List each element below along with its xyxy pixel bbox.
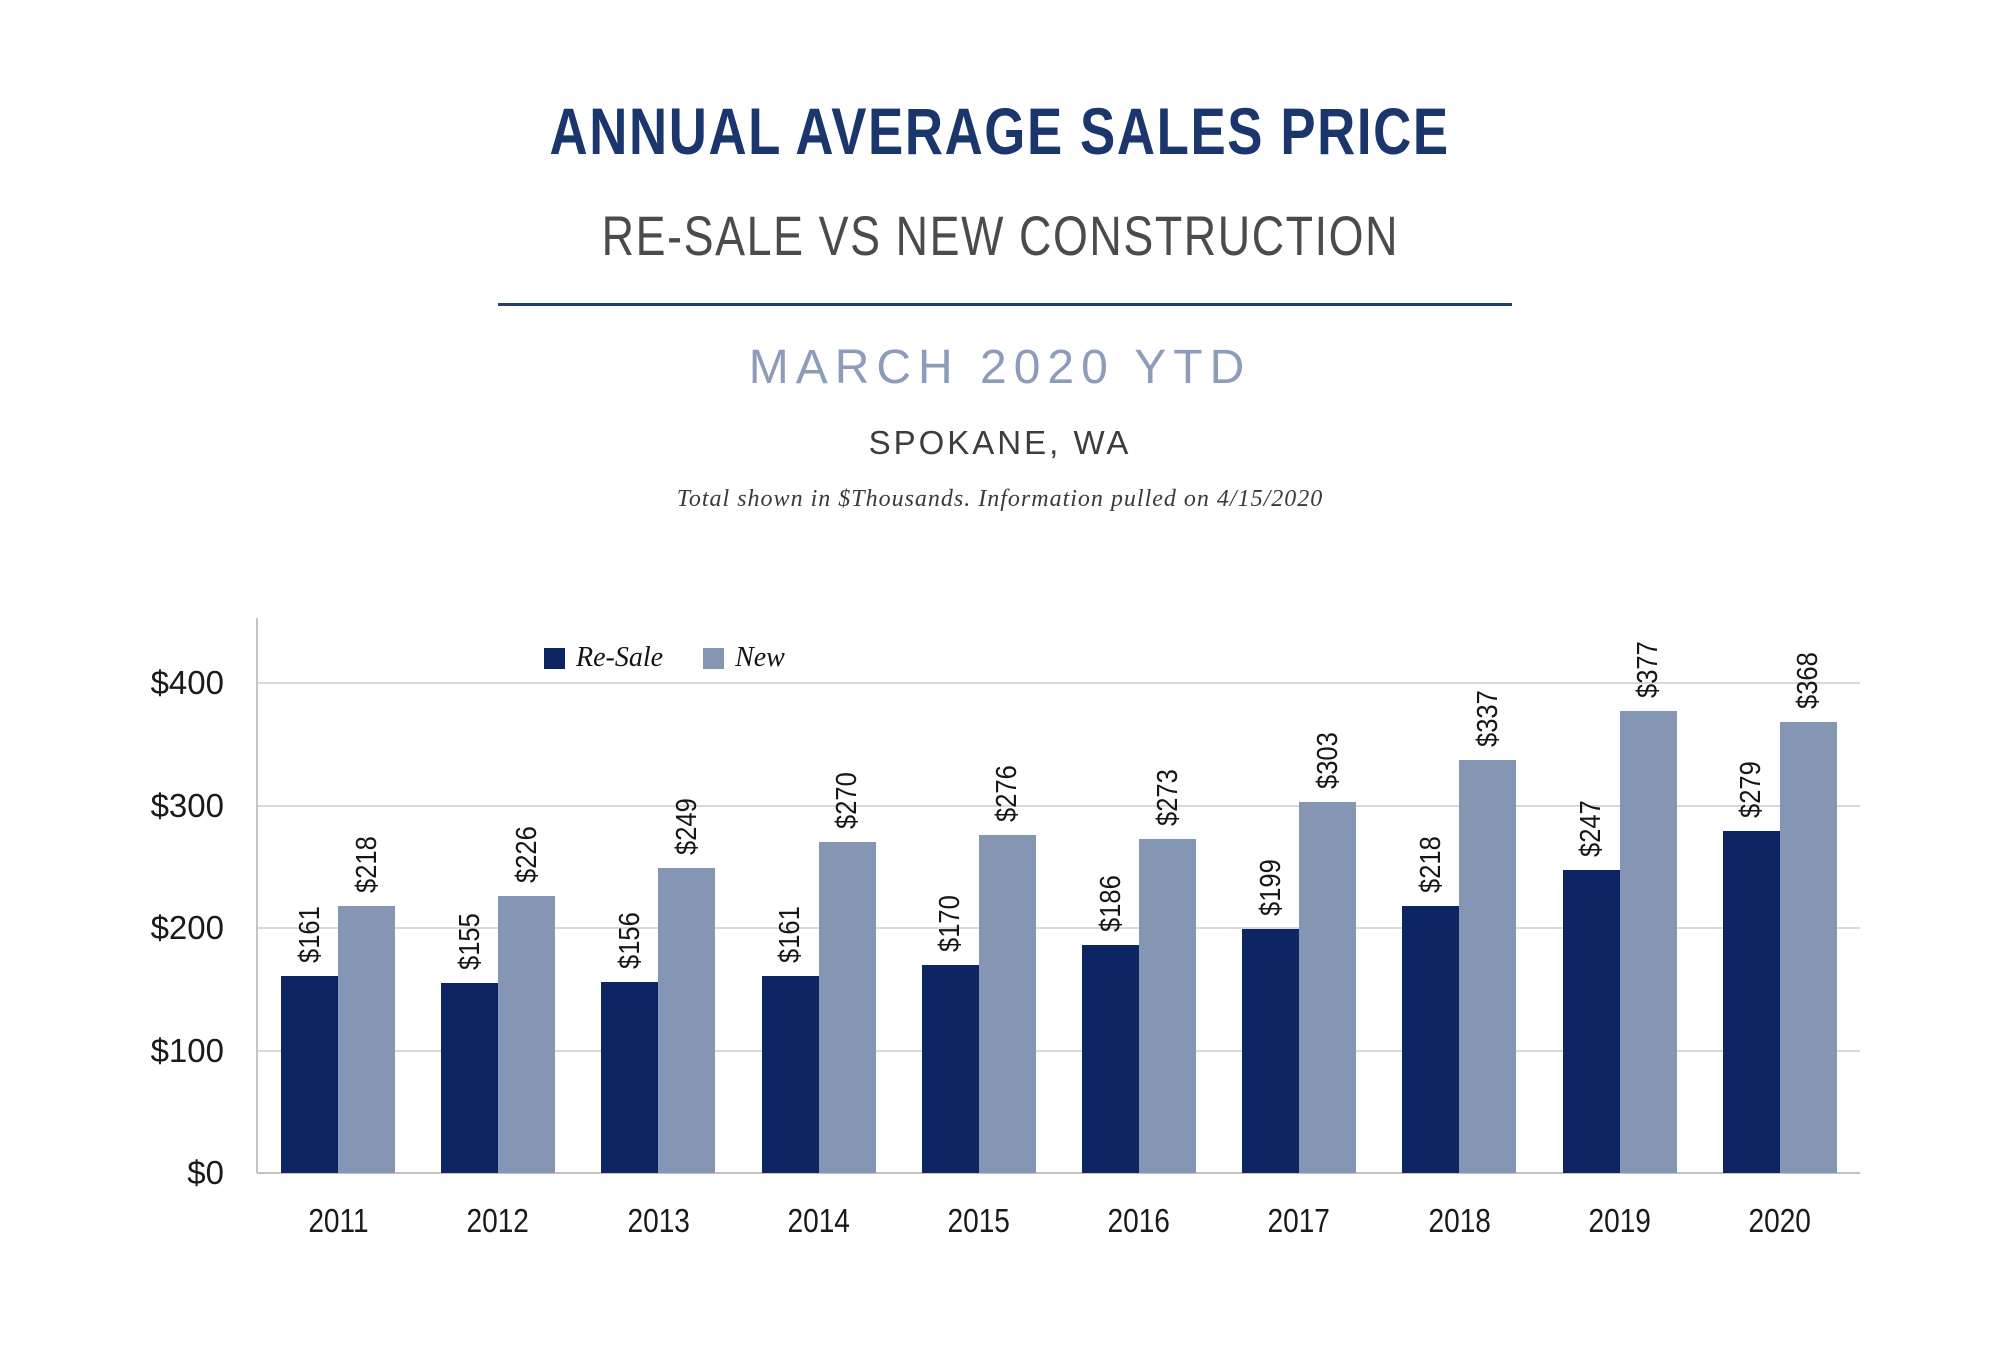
period-text: MARCH 2020 YTD <box>748 341 1252 394</box>
x-axis-label-text: 2012 <box>466 1202 530 1239</box>
bar-value-label: $156 <box>613 912 646 969</box>
new-bar-2014 <box>818 842 876 1173</box>
y-axis-tick-label: $100 <box>150 1031 224 1069</box>
bar-value-label: $155 <box>453 913 486 970</box>
bar-value-label: $170 <box>934 895 967 952</box>
new-bar-2020 <box>1779 722 1837 1173</box>
y-axis-tick-label: $200 <box>150 909 224 946</box>
period-label: MARCH 2020 YTD <box>0 344 2000 392</box>
x-axis-label-2013: 2013 <box>588 1204 728 1237</box>
location-label: SPOKANE, WA <box>0 426 2000 459</box>
divider-line <box>498 303 1512 306</box>
bar-value-label: $377 <box>1632 641 1665 698</box>
bar-value-label: $161 <box>293 906 326 963</box>
x-axis-label-2020: 2020 <box>1710 1204 1850 1237</box>
x-axis-label-text: 2011 <box>307 1202 369 1239</box>
x-axis-label-2011: 2011 <box>268 1204 408 1237</box>
legend-label-resale: Re-Sale <box>576 642 664 673</box>
x-axis-label-2019: 2019 <box>1550 1204 1690 1237</box>
x-axis-label-text: 2015 <box>947 1202 1010 1239</box>
bar-value-label: $270 <box>831 772 864 829</box>
resale-bar-2012 <box>441 983 499 1173</box>
chart-subtitle-text: RE-SALE VS NEW CONSTRUCTION <box>601 204 1399 267</box>
new-bar-2017 <box>1299 802 1357 1173</box>
resale-bar-2015 <box>921 965 979 1173</box>
x-axis-label-2014: 2014 <box>749 1204 889 1237</box>
new-bar-2016 <box>1139 839 1196 1173</box>
gridline-$100 <box>257 1049 1860 1052</box>
bar-value-label: $226 <box>510 826 543 883</box>
bar-value-label: $199 <box>1254 859 1287 916</box>
resale-bar-2016 <box>1082 945 1139 1173</box>
y-axis-tick-label: $400 <box>150 664 224 701</box>
chart-legend: Re-Sale New <box>544 642 785 674</box>
new-bar-2011 <box>338 906 395 1173</box>
chart-title-text: ANNUAL AVERAGE SALES PRICE <box>549 94 1451 168</box>
footnote: Total shown in $Thousands. Information p… <box>0 487 2000 511</box>
new-bar-2012 <box>498 896 556 1173</box>
x-axis-label-2017: 2017 <box>1229 1204 1369 1237</box>
resale-bar-2013 <box>601 982 659 1173</box>
x-axis-label-2016: 2016 <box>1069 1204 1209 1237</box>
x-axis-label-2018: 2018 <box>1389 1204 1529 1237</box>
chart-subtitle: RE-SALE VS NEW CONSTRUCTION <box>0 208 2000 264</box>
bar-value-label: $218 <box>1414 836 1447 893</box>
gridline-$0 <box>257 1172 1860 1174</box>
y-axis-line <box>256 618 258 1173</box>
resale-bar-2019 <box>1562 870 1620 1173</box>
y-axis-tick-label: $300 <box>150 786 224 824</box>
legend-swatch-new <box>703 647 725 669</box>
location-text: SPOKANE, WA <box>868 424 1132 461</box>
gridline-$200 <box>257 927 1860 929</box>
bar-value-label: $276 <box>991 765 1024 822</box>
chart-title: ANNUAL AVERAGE SALES PRICE <box>0 98 2000 164</box>
new-bar-2018 <box>1459 760 1517 1173</box>
bar-value-label: $337 <box>1471 690 1504 747</box>
legend-swatch-resale <box>544 647 565 669</box>
bar-value-label: $279 <box>1735 761 1768 818</box>
x-axis-label-text: 2020 <box>1748 1202 1811 1239</box>
bar-value-label: $186 <box>1094 875 1127 932</box>
resale-bar-2018 <box>1402 906 1460 1173</box>
gridline-$300 <box>257 804 1860 807</box>
x-axis-label-text: 2016 <box>1107 1202 1171 1239</box>
bar-value-label: $368 <box>1792 652 1825 709</box>
footnote-text: Total shown in $Thousands. Information p… <box>676 486 1324 512</box>
new-bar-2019 <box>1619 711 1677 1173</box>
bar-value-label: $249 <box>670 798 703 855</box>
x-axis-label-2015: 2015 <box>909 1204 1049 1237</box>
new-bar-2013 <box>658 868 716 1173</box>
x-axis-label-2012: 2012 <box>428 1204 568 1237</box>
bar-value-label: $161 <box>774 906 807 963</box>
resale-bar-2017 <box>1242 929 1300 1173</box>
y-axis-tick-label: $0 <box>187 1154 224 1191</box>
x-axis-label-text: 2017 <box>1267 1202 1331 1239</box>
resale-bar-2020 <box>1722 831 1780 1173</box>
bar-value-label: $218 <box>350 836 383 893</box>
new-bar-2015 <box>978 835 1036 1173</box>
resale-bar-2014 <box>761 976 819 1173</box>
x-axis-label-text: 2013 <box>627 1202 690 1239</box>
legend-label-new: New <box>735 642 785 673</box>
bar-value-label: $303 <box>1311 732 1344 789</box>
gridline-$400 <box>257 682 1860 684</box>
bar-value-label: $273 <box>1151 769 1184 826</box>
resale-bar-2011 <box>281 976 338 1173</box>
x-axis-label-text: 2014 <box>787 1202 850 1239</box>
x-axis-label-text: 2018 <box>1428 1202 1491 1239</box>
bar-value-label: $247 <box>1575 800 1608 857</box>
x-axis-label-text: 2019 <box>1588 1202 1651 1239</box>
